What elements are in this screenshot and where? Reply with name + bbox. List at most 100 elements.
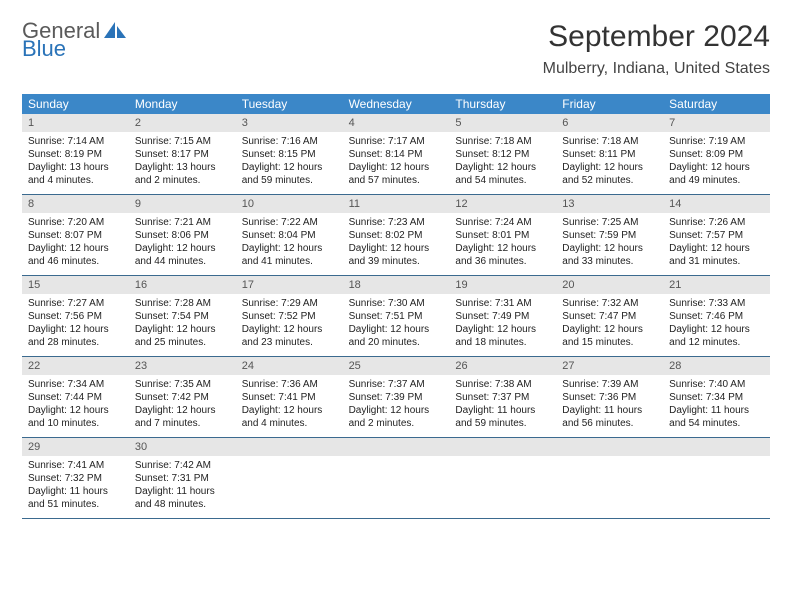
day-cell: 25Sunrise: 7:37 AMSunset: 7:39 PMDayligh… [343, 357, 450, 437]
day-cell: 19Sunrise: 7:31 AMSunset: 7:49 PMDayligh… [449, 276, 556, 356]
day-body: Sunrise: 7:26 AMSunset: 7:57 PMDaylight:… [663, 213, 770, 274]
daylight-text: Daylight: 12 hours and 59 minutes. [242, 161, 337, 187]
day-body: Sunrise: 7:36 AMSunset: 7:41 PMDaylight:… [236, 375, 343, 436]
day-body: Sunrise: 7:25 AMSunset: 7:59 PMDaylight:… [556, 213, 663, 274]
day-number: 28 [663, 357, 770, 375]
day-cell: 30Sunrise: 7:42 AMSunset: 7:31 PMDayligh… [129, 438, 236, 518]
sunrise-text: Sunrise: 7:16 AM [242, 135, 337, 148]
day-cell-empty [556, 438, 663, 518]
day-cell: 10Sunrise: 7:22 AMSunset: 8:04 PMDayligh… [236, 195, 343, 275]
sunset-text: Sunset: 7:32 PM [28, 472, 123, 485]
day-cell: 5Sunrise: 7:18 AMSunset: 8:12 PMDaylight… [449, 114, 556, 194]
daylight-text: Daylight: 13 hours and 2 minutes. [135, 161, 230, 187]
day-body: Sunrise: 7:29 AMSunset: 7:52 PMDaylight:… [236, 294, 343, 355]
day-number: 11 [343, 195, 450, 213]
day-number: 26 [449, 357, 556, 375]
sunset-text: Sunset: 8:15 PM [242, 148, 337, 161]
weekday-label: Sunday [22, 94, 129, 114]
sunset-text: Sunset: 7:42 PM [135, 391, 230, 404]
logo: General Blue [22, 20, 126, 60]
day-number: 14 [663, 195, 770, 213]
daylight-text: Daylight: 13 hours and 4 minutes. [28, 161, 123, 187]
sunset-text: Sunset: 7:31 PM [135, 472, 230, 485]
daylight-text: Daylight: 12 hours and 2 minutes. [349, 404, 444, 430]
day-body: Sunrise: 7:22 AMSunset: 8:04 PMDaylight:… [236, 213, 343, 274]
day-number: 1 [22, 114, 129, 132]
header: General Blue September 2024 Mulberry, In… [22, 20, 770, 78]
day-number: 5 [449, 114, 556, 132]
week-row: 1Sunrise: 7:14 AMSunset: 8:19 PMDaylight… [22, 114, 770, 195]
day-cell: 17Sunrise: 7:29 AMSunset: 7:52 PMDayligh… [236, 276, 343, 356]
calendar: Sunday Monday Tuesday Wednesday Thursday… [22, 94, 770, 519]
daylight-text: Daylight: 12 hours and 28 minutes. [28, 323, 123, 349]
sunrise-text: Sunrise: 7:42 AM [135, 459, 230, 472]
day-number: 22 [22, 357, 129, 375]
day-cell: 6Sunrise: 7:18 AMSunset: 8:11 PMDaylight… [556, 114, 663, 194]
sunset-text: Sunset: 7:39 PM [349, 391, 444, 404]
sunset-text: Sunset: 8:01 PM [455, 229, 550, 242]
day-body: Sunrise: 7:35 AMSunset: 7:42 PMDaylight:… [129, 375, 236, 436]
day-cell: 28Sunrise: 7:40 AMSunset: 7:34 PMDayligh… [663, 357, 770, 437]
day-cell-empty [236, 438, 343, 518]
day-number: 21 [663, 276, 770, 294]
sunrise-text: Sunrise: 7:33 AM [669, 297, 764, 310]
day-cell: 15Sunrise: 7:27 AMSunset: 7:56 PMDayligh… [22, 276, 129, 356]
day-cell: 14Sunrise: 7:26 AMSunset: 7:57 PMDayligh… [663, 195, 770, 275]
sunset-text: Sunset: 8:12 PM [455, 148, 550, 161]
sunset-text: Sunset: 8:11 PM [562, 148, 657, 161]
sunrise-text: Sunrise: 7:31 AM [455, 297, 550, 310]
day-number: 13 [556, 195, 663, 213]
day-number: 9 [129, 195, 236, 213]
weekday-label: Monday [129, 94, 236, 114]
month-title: September 2024 [543, 20, 770, 54]
sunrise-text: Sunrise: 7:29 AM [242, 297, 337, 310]
sunset-text: Sunset: 7:57 PM [669, 229, 764, 242]
day-body: Sunrise: 7:34 AMSunset: 7:44 PMDaylight:… [22, 375, 129, 436]
sunrise-text: Sunrise: 7:24 AM [455, 216, 550, 229]
week-row: 29 Sunrise: 7:41 AMSunset: 7:32 PM Dayligh… [22, 438, 770, 519]
sunset-text: Sunset: 8:07 PM [28, 229, 123, 242]
daylight-text: Daylight: 12 hours and 18 minutes. [455, 323, 550, 349]
day-cell-empty [663, 438, 770, 518]
sunset-text: Sunset: 8:14 PM [349, 148, 444, 161]
location-text: Mulberry, Indiana, United States [543, 60, 770, 78]
day-number: 18 [343, 276, 450, 294]
day-cell: 4Sunrise: 7:17 AMSunset: 8:14 PMDaylight… [343, 114, 450, 194]
logo-word-blue: Blue [22, 38, 126, 60]
daylight-text: Daylight: 12 hours and 33 minutes. [562, 242, 657, 268]
day-number: 3 [236, 114, 343, 132]
day-cell: 9Sunrise: 7:21 AMSunset: 8:06 PMDaylight… [129, 195, 236, 275]
day-number: 2 [129, 114, 236, 132]
daylight-text: Daylight: 12 hours and 52 minutes. [562, 161, 657, 187]
sunrise-text: Sunrise: 7:19 AM [669, 135, 764, 148]
daylight-text: Daylight: 11 hours and 48 minutes. [135, 485, 230, 511]
day-number: 20 [556, 276, 663, 294]
day-body: Sunrise: 7:15 AMSunset: 8:17 PMDaylight:… [129, 132, 236, 193]
title-block: September 2024 Mulberry, Indiana, United… [543, 20, 770, 78]
sunrise-text: Sunrise: 7:38 AM [455, 378, 550, 391]
day-cell: 3 Sunrise: 7:16 AMSunset: 8:15 PMDaylight… [236, 114, 343, 194]
week-row: 15Sunrise: 7:27 AMSunset: 7:56 PMDayligh… [22, 276, 770, 357]
sunset-text: Sunset: 7:44 PM [28, 391, 123, 404]
day-body: Sunrise: 7:28 AMSunset: 7:54 PMDaylight:… [129, 294, 236, 355]
daylight-text: Daylight: 12 hours and 57 minutes. [349, 161, 444, 187]
sunset-text: Sunset: 7:56 PM [28, 310, 123, 323]
daylight-text: Daylight: 12 hours and 49 minutes. [669, 161, 764, 187]
day-cell: 1Sunrise: 7:14 AMSunset: 8:19 PMDaylight… [22, 114, 129, 194]
weekday-label: Wednesday [343, 94, 450, 114]
daylight-text: Daylight: 12 hours and 36 minutes. [455, 242, 550, 268]
sunrise-text: Sunrise: 7:41 AM [28, 459, 123, 472]
day-number: 29 [22, 438, 129, 456]
sunset-text: Sunset: 8:19 PM [28, 148, 123, 161]
day-body: Sunrise: 7:20 AMSunset: 8:07 PMDaylight:… [22, 213, 129, 274]
day-cell: 27Sunrise: 7:39 AMSunset: 7:36 PMDayligh… [556, 357, 663, 437]
daylight-text: Daylight: 12 hours and 25 minutes. [135, 323, 230, 349]
day-body: Sunrise: 7:17 AMSunset: 8:14 PMDaylight:… [343, 132, 450, 193]
day-body: Sunrise: 7:32 AMSunset: 7:47 PMDaylight:… [556, 294, 663, 355]
daylight-text: Daylight: 12 hours and 12 minutes. [669, 323, 764, 349]
sunrise-text: Sunrise: 7:18 AM [455, 135, 550, 148]
daylight-text: Daylight: 12 hours and 20 minutes. [349, 323, 444, 349]
day-body: Sunrise: 7:40 AMSunset: 7:34 PMDaylight:… [663, 375, 770, 436]
day-number: 25 [343, 357, 450, 375]
sunrise-text: Sunrise: 7:25 AM [562, 216, 657, 229]
